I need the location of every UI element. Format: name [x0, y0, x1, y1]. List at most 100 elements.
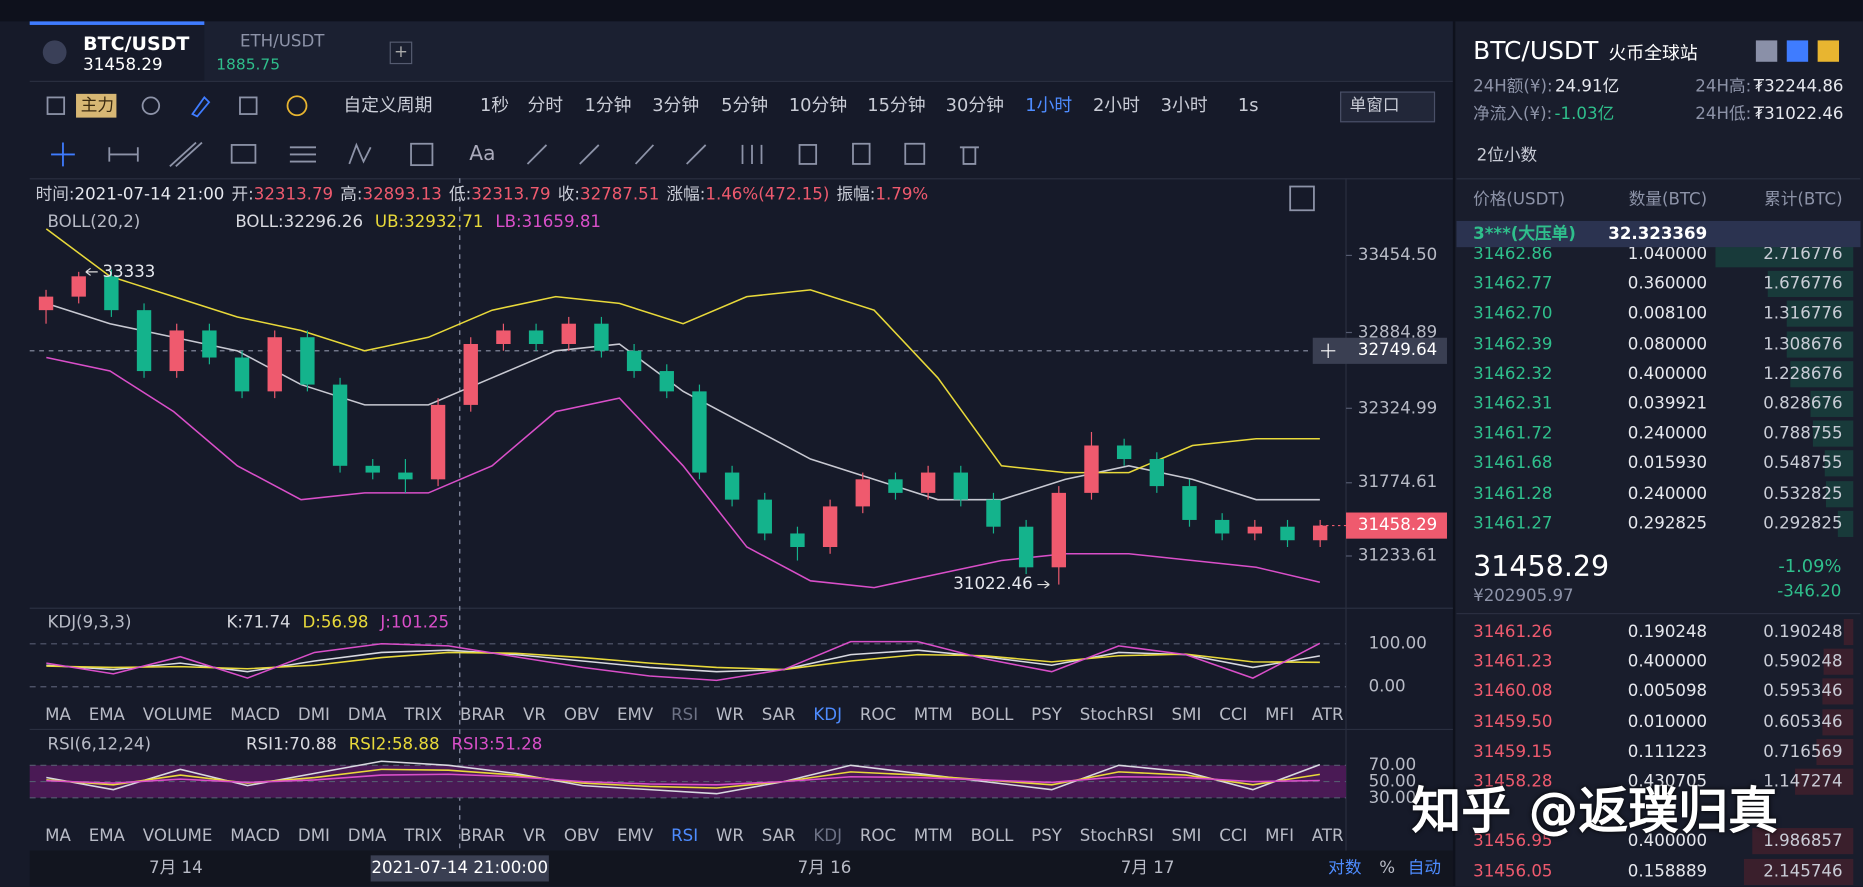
auto-toggle[interactable]: 自动 — [1407, 858, 1442, 878]
indicator-tab[interactable]: EMA — [88, 826, 125, 846]
indicator-tab[interactable]: MTM — [913, 705, 953, 725]
precision-select[interactable]: 2位小数 — [1476, 146, 1538, 166]
indicator-tab[interactable]: MACD — [230, 826, 281, 846]
indicator-tab[interactable]: VOLUME — [142, 826, 213, 846]
candle-body — [496, 330, 511, 344]
indicator-tab[interactable]: CCI — [1219, 826, 1248, 846]
period-button[interactable]: 1分钟 — [584, 94, 632, 116]
indicator-tab[interactable]: CCI — [1219, 705, 1248, 725]
period-button[interactable]: 3分钟 — [652, 94, 700, 116]
text-tool[interactable]: Aa — [469, 141, 496, 166]
indicator-tab[interactable]: MA — [45, 826, 71, 846]
window-select[interactable] — [1340, 91, 1436, 123]
indicator-tab[interactable]: TRIX — [404, 705, 443, 725]
indicator-tab[interactable]: MA — [45, 705, 71, 725]
indicator-tab[interactable]: RSI — [671, 826, 699, 846]
indicator-tab[interactable]: ATR — [1311, 826, 1344, 846]
legend-icons[interactable] — [143, 614, 214, 631]
y-tick-label: 33454.50 — [1357, 245, 1438, 265]
custom-period[interactable]: 自定义周期 — [343, 94, 433, 116]
legend-title: KDJ(9,3,3) — [47, 613, 132, 633]
legend-item: J:101.25 — [380, 613, 450, 633]
indicator-tab[interactable]: DMI — [297, 826, 330, 846]
period-button[interactable]: 30分钟 — [945, 94, 1004, 116]
indicator-tab[interactable]: StochRSI — [1079, 705, 1154, 725]
window-label[interactable]: 单窗口 — [1349, 96, 1400, 116]
legend-item: UB:32932.71 — [374, 212, 484, 232]
indicator-tab[interactable]: MACD — [230, 705, 281, 725]
indicator-tab[interactable]: MFI — [1265, 826, 1294, 846]
candle-body — [594, 323, 609, 351]
tab-price: 31458.29 — [83, 55, 163, 75]
indicator-tab[interactable]: ROC — [859, 826, 897, 846]
indicator-tab[interactable]: MFI — [1265, 705, 1294, 725]
legend-icons[interactable] — [152, 214, 223, 231]
tab-symbol[interactable]: ETH/USDT — [239, 32, 325, 52]
change-pct: -1.09% — [1778, 555, 1842, 577]
indicator-tab[interactable]: OBV — [563, 826, 600, 846]
add-tab-button[interactable]: + — [389, 41, 413, 65]
info-value: 1.79% — [875, 185, 929, 205]
candle-body — [1182, 486, 1197, 520]
period-button[interactable]: 3小时 — [1160, 94, 1208, 116]
indicator-tab[interactable]: KDJ — [813, 826, 843, 846]
depth-bar — [1838, 510, 1854, 537]
indicator-tab[interactable]: WR — [715, 705, 744, 725]
indicator-tab[interactable]: BRAR — [459, 705, 506, 725]
period-button[interactable]: 2小时 — [1092, 94, 1140, 116]
crosshair-price: 32749.64 — [1357, 341, 1438, 361]
low-annotation: 31022.46 — [953, 575, 1033, 595]
period-button[interactable]: 1秒 — [479, 94, 510, 116]
big-order-row — [1456, 220, 1861, 248]
period-button[interactable]: 1小时 — [1025, 94, 1073, 116]
indicator-line — [46, 760, 1321, 795]
book-cum: 1.986857 — [1763, 832, 1843, 852]
indicator-tab[interactable]: ATR — [1311, 705, 1344, 725]
indicator-tab[interactable]: PSY — [1031, 705, 1062, 725]
candle-body — [692, 391, 707, 473]
indicator-tab[interactable]: BRAR — [459, 826, 506, 846]
indicator-tab[interactable]: OBV — [563, 705, 600, 725]
candle-body — [300, 337, 315, 385]
indicator-tab[interactable]: SMI — [1171, 705, 1202, 725]
stat-value: ₮31022.46 — [1753, 104, 1844, 124]
indicator-tab[interactable]: DMA — [347, 826, 387, 846]
indicator-tab[interactable]: TRIX — [404, 826, 443, 846]
period-button[interactable]: 5分钟 — [721, 94, 769, 116]
period-button[interactable]: 1s — [1237, 94, 1259, 116]
period-button[interactable]: 10分钟 — [788, 94, 848, 116]
book-qty: 0.039921 — [1627, 394, 1708, 414]
indicator-tab[interactable]: DMA — [347, 705, 387, 725]
main-button[interactable] — [76, 93, 117, 118]
indicator-tab[interactable]: VR — [523, 826, 546, 846]
indicator-tab[interactable]: SMI — [1171, 826, 1202, 846]
indicator-tab[interactable]: SAR — [761, 826, 796, 846]
indicator-tab[interactable]: MTM — [913, 826, 953, 846]
indicator-tab[interactable]: EMA — [88, 705, 125, 725]
indicator-tab[interactable]: StochRSI — [1079, 826, 1154, 846]
period-button[interactable]: 15分钟 — [867, 94, 926, 116]
y-tick-label: 100.00 — [1368, 634, 1427, 654]
main-label[interactable]: 主力 — [80, 96, 115, 116]
indicator-tab[interactable]: ROC — [859, 705, 897, 725]
indicator-tab[interactable]: EMV — [617, 826, 654, 846]
indicator-tab[interactable]: BOLL — [970, 826, 1014, 846]
percent-toggle[interactable]: % — [1379, 858, 1396, 878]
indicator-tab[interactable]: VR — [523, 705, 546, 725]
indicator-tab[interactable]: VOLUME — [142, 705, 213, 725]
indicator-tab[interactable]: EMV — [617, 705, 654, 725]
tab-symbol[interactable]: BTC/USDT — [83, 32, 190, 55]
indicator-tab[interactable]: PSY — [1031, 826, 1062, 846]
period-button[interactable]: 分时 — [527, 94, 564, 116]
indicator-tab[interactable]: KDJ — [813, 705, 843, 725]
indicator-tab[interactable]: BOLL — [970, 705, 1014, 725]
indicator-tab[interactable]: WR — [715, 826, 744, 846]
legend-icons[interactable] — [163, 737, 234, 754]
indicator-tab[interactable]: SAR — [761, 705, 796, 725]
book-cum: 1.228676 — [1763, 364, 1843, 384]
indicator-tab[interactable]: DMI — [297, 705, 330, 725]
big-order-label: 3***(大压单) — [1473, 224, 1576, 244]
depth-bar — [1752, 828, 1854, 855]
log-toggle[interactable]: 对数 — [1328, 858, 1362, 878]
indicator-tab[interactable]: RSI — [671, 705, 699, 725]
